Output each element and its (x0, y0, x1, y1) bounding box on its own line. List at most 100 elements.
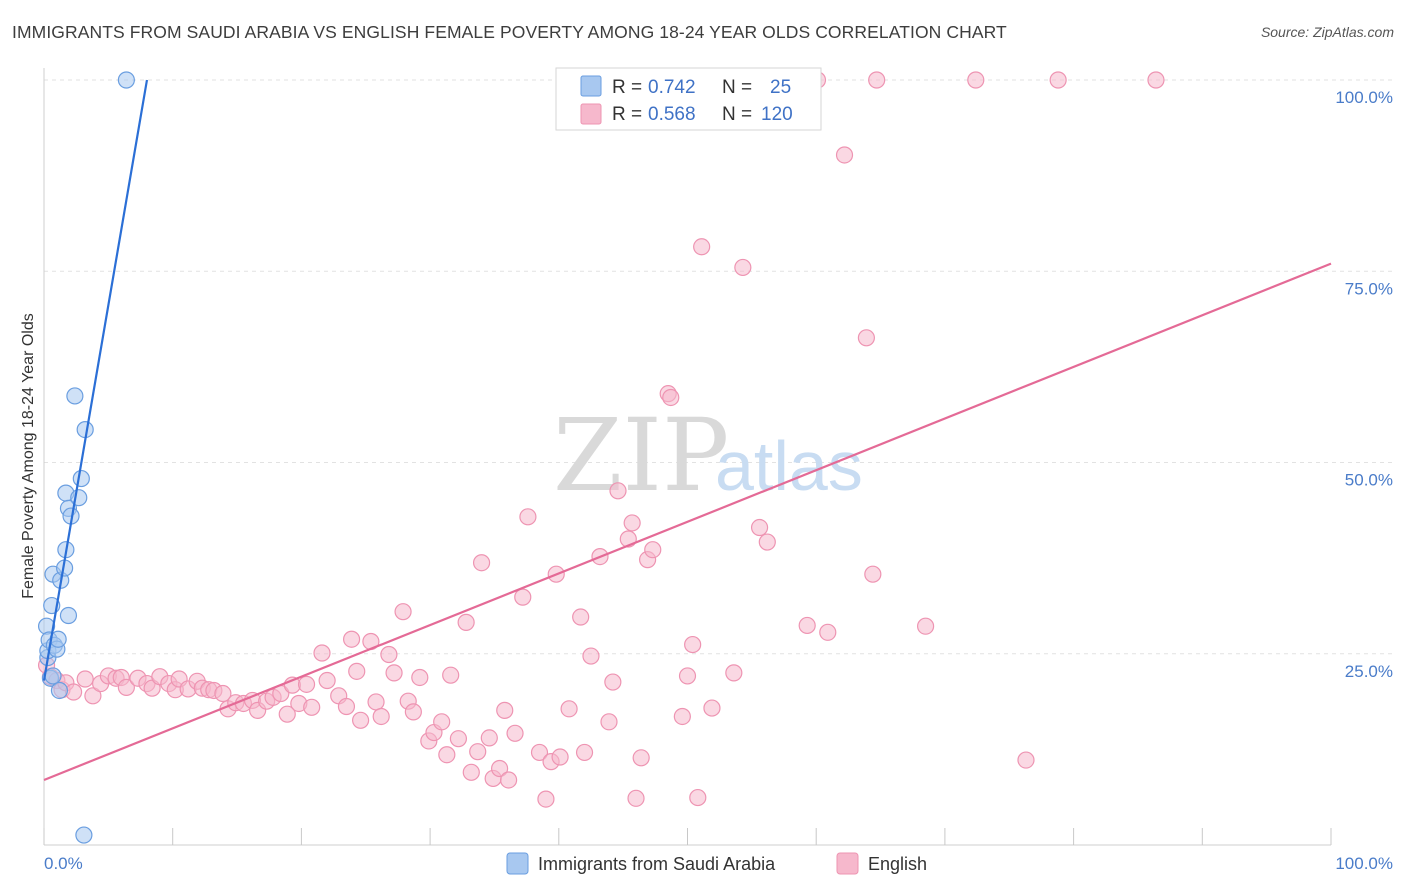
english-point (214, 684, 232, 703)
english-point (442, 666, 460, 684)
english-point (496, 701, 514, 719)
english-point (662, 388, 680, 407)
english-point (380, 645, 398, 664)
english-point (385, 664, 403, 682)
english-point (352, 711, 370, 729)
legend-pink-swatch (836, 852, 859, 875)
english-point (600, 713, 618, 731)
english-point (514, 588, 532, 606)
english-point (758, 533, 776, 551)
english-point (551, 748, 569, 766)
english-point (857, 329, 875, 347)
english-point (1147, 71, 1165, 89)
english-point (835, 146, 854, 164)
english-point (644, 541, 662, 559)
english-point (313, 644, 331, 662)
stats-pink-swatch (580, 103, 602, 125)
english-point (519, 508, 537, 526)
english-point (297, 675, 316, 693)
saudi-arabia-point (117, 71, 135, 89)
english-point (750, 518, 769, 537)
english-point (469, 743, 487, 761)
english-point (609, 482, 627, 500)
english-point (76, 670, 94, 688)
english-point (462, 763, 480, 781)
saudi-arabia-point (66, 387, 84, 405)
x-tick-label: 0.0% (44, 854, 83, 873)
y-tick-label: 100.0% (1335, 88, 1393, 107)
saudi-arabia-point (70, 489, 88, 507)
english-point (725, 664, 743, 682)
english-point (472, 554, 491, 572)
english-point (342, 630, 361, 648)
english-point (65, 683, 83, 701)
english-point (318, 671, 336, 690)
english-point (798, 616, 816, 635)
english-point (500, 771, 518, 789)
english-point (623, 514, 641, 532)
x-tick-marks (43, 828, 1332, 845)
grid (44, 79, 1392, 655)
english-point (449, 730, 468, 748)
x-tick-labels: 0.0% 100.0% (44, 854, 1393, 873)
watermark: ZIP atlas (553, 397, 863, 514)
english-point (404, 703, 422, 721)
english-point (438, 746, 456, 764)
english-point (703, 699, 721, 717)
english-point (575, 743, 594, 762)
english-point (604, 673, 622, 691)
english-point (303, 698, 321, 716)
english-point (117, 678, 135, 697)
y-tick-label: 25.0% (1345, 662, 1393, 681)
english-trendline (43, 262, 1332, 781)
english-point (864, 565, 882, 583)
legend-pink-label: English (868, 854, 927, 874)
english-point (632, 749, 650, 767)
english-point (868, 71, 886, 89)
y-axis-label: Female Poverty Among 18-24 Year Olds (20, 313, 37, 599)
english-point (582, 647, 600, 665)
y-tick-label: 50.0% (1345, 471, 1393, 490)
english-point (693, 238, 711, 256)
english-point (537, 790, 555, 808)
english-point (506, 724, 524, 742)
y-tick-label: 75.0% (1345, 279, 1393, 298)
chart-title: IMMIGRANTS FROM SAUDI ARABIA VS ENGLISH … (12, 22, 1007, 42)
english-point (1049, 71, 1067, 89)
english-point (394, 603, 412, 621)
saudi-arabia-point (59, 606, 78, 625)
stats-blue-swatch (580, 75, 602, 97)
watermark-atlas: atlas (715, 427, 863, 505)
legend-blue-swatch (506, 852, 529, 875)
stats-pink-r-value: 0.568 (648, 104, 696, 125)
stats-blue-r-label: R = (612, 77, 642, 98)
english-point (348, 662, 366, 680)
english-point (367, 693, 385, 711)
english-point (916, 617, 935, 635)
trendlines (42, 79, 1332, 781)
legend-blue-label: Immigrants from Saudi Arabia (538, 854, 776, 874)
stats-blue-r-value: 0.742 (648, 77, 696, 98)
watermark-zip: ZIP (553, 397, 729, 514)
english-point (627, 789, 645, 807)
stats-box: R = 0.742 N = 25 R = 0.568 N = 120 (555, 67, 822, 131)
english-point (480, 729, 498, 747)
stats-blue-n-label: N = (722, 77, 752, 98)
legend: Immigrants from Saudi Arabia English (506, 852, 927, 875)
stats-pink-r-label: R = (612, 104, 642, 125)
saudi-arabia-point (44, 667, 62, 685)
english-point (684, 635, 702, 654)
english-point (689, 788, 707, 807)
english-point (433, 713, 451, 731)
english-point (490, 759, 509, 778)
english-point (560, 700, 578, 718)
stats-blue-n-value: 25 (770, 77, 791, 98)
english-point (530, 743, 549, 762)
saudi-arabia-points (37, 71, 135, 844)
english-point (411, 668, 429, 687)
english-point (372, 707, 390, 726)
english-point (457, 613, 475, 631)
saudi-arabia-point (72, 469, 90, 488)
stats-pink-n-label: N = (722, 104, 752, 125)
